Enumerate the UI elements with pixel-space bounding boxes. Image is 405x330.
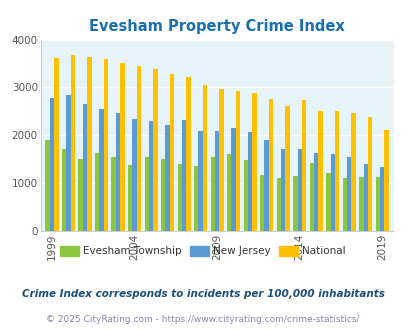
Bar [297,149,301,231]
Bar [276,178,280,231]
Bar [132,118,136,231]
Bar [309,163,313,231]
Bar [346,157,351,231]
Bar [334,112,339,231]
Title: Evesham Property Crime Index: Evesham Property Crime Index [89,19,344,34]
Bar [226,154,231,231]
Bar [104,59,108,231]
Bar [144,157,149,231]
Bar [186,77,190,231]
Bar [99,109,104,231]
Bar [95,153,99,231]
Bar [384,130,388,231]
Bar [264,140,268,231]
Bar [71,55,75,231]
Bar [247,132,252,231]
Bar [161,159,165,231]
Text: © 2025 CityRating.com - https://www.cityrating.com/crime-statistics/: © 2025 CityRating.com - https://www.city… [46,315,359,324]
Bar [330,154,334,231]
Bar [87,57,92,231]
Bar [66,95,71,231]
Bar [367,117,371,231]
Bar [165,125,170,231]
Bar [78,159,83,231]
Bar [120,63,125,231]
Bar [342,178,346,231]
Bar [280,149,285,231]
Bar [362,164,367,231]
Bar [268,99,273,231]
Bar [231,128,235,231]
Bar [235,91,240,231]
Bar [243,160,247,231]
Bar [149,121,153,231]
Bar [219,89,223,231]
Bar [285,106,289,231]
Bar [202,85,207,231]
Bar [210,157,215,231]
Bar [313,153,318,231]
Bar [379,167,384,231]
Bar [136,66,141,231]
Bar [351,113,355,231]
Bar [292,176,297,231]
Bar [54,58,59,231]
Bar [181,120,186,231]
Bar [301,100,306,231]
Legend: Evesham Township, New Jersey, National: Evesham Township, New Jersey, National [56,242,349,260]
Bar [116,113,120,231]
Bar [358,178,362,231]
Bar [375,177,379,231]
Bar [252,93,256,231]
Bar [259,175,264,231]
Bar [45,140,50,231]
Bar [194,166,198,231]
Bar [62,149,66,231]
Bar [50,98,54,231]
Bar [111,157,116,231]
Text: Crime Index corresponds to incidents per 100,000 inhabitants: Crime Index corresponds to incidents per… [21,289,384,299]
Bar [325,173,330,231]
Bar [128,165,132,231]
Bar [177,164,181,231]
Bar [170,74,174,231]
Bar [318,111,322,231]
Bar [153,69,158,231]
Bar [215,131,219,231]
Bar [198,131,202,231]
Bar [83,104,87,231]
